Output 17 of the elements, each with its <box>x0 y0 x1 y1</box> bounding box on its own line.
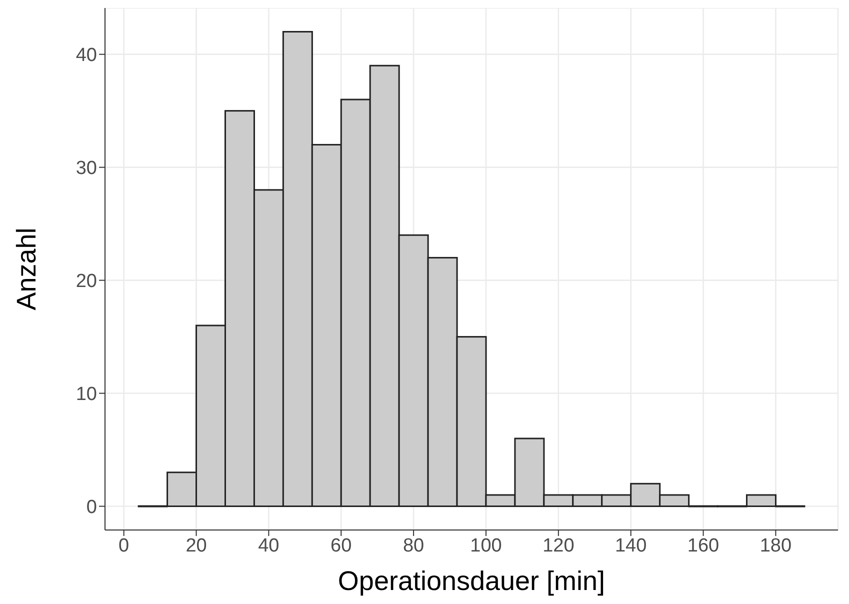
x-tick-label: 60 <box>330 535 352 556</box>
y-tick-label: 20 <box>76 271 97 292</box>
y-tick-label: 10 <box>76 384 97 406</box>
x-tick-label: 40 <box>258 535 280 556</box>
y-tick-label: 0 <box>86 497 97 518</box>
x-tick-label: 160 <box>687 535 720 556</box>
x-tick-label: 0 <box>118 535 130 556</box>
x-tick-label: 140 <box>614 535 647 556</box>
x-tick-label: 100 <box>470 535 502 556</box>
x-tick-label: 80 <box>402 535 424 556</box>
x-tick-label: 20 <box>186 535 207 556</box>
x-tick-label: 180 <box>760 535 792 556</box>
y-tick-label: 30 <box>76 158 97 180</box>
y-tick-label: 40 <box>76 45 97 66</box>
x-axis-title: Operationsdauer [min] <box>338 566 606 596</box>
y-axis-title: Anzahl <box>12 228 42 310</box>
x-tick-label: 120 <box>542 535 574 556</box>
